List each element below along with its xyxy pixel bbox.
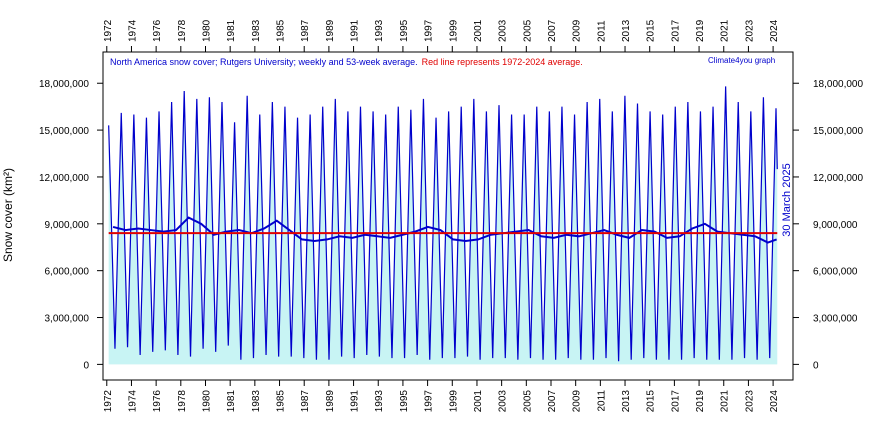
weekly-fill: [108, 86, 778, 365]
x-tick-label: 1983: [251, 390, 262, 413]
x-tick-label: 2005: [522, 390, 533, 413]
y-tick-label-right: 18,000,000: [813, 79, 863, 90]
x-tick-label: 2011: [596, 390, 607, 412]
x-tick-label: 2003: [498, 390, 509, 413]
x-tick-label: 1993: [374, 390, 385, 413]
x-tick-label-top: 2019: [695, 19, 706, 42]
x-tick-label-top: 1991: [350, 19, 361, 42]
chart-subtitle: Red line represents 1972-2024 average.: [422, 57, 583, 67]
average-line: [112, 216, 777, 244]
x-tick-label-top: 2021: [720, 19, 731, 42]
x-tick-label: 2013: [621, 390, 632, 413]
y-tick-label-right: 6,000,000: [813, 267, 858, 278]
y-tick-label: 3,000,000: [45, 314, 90, 325]
x-tick-label-top: 2009: [572, 19, 583, 42]
x-tick-label-top: 2011: [596, 20, 607, 42]
y-tick-label-right: 9,000,000: [813, 220, 858, 231]
chart-title: North America snow cover; Rutgers Univer…: [110, 57, 418, 67]
x-tick-label: 1987: [300, 390, 311, 413]
x-tick-label-top: 2005: [522, 19, 533, 42]
x-tick-label: 2017: [670, 390, 681, 413]
x-tick-label-top: 2015: [646, 19, 657, 42]
x-tick-label-top: 1987: [300, 19, 311, 42]
x-tick-label: 2009: [572, 390, 583, 413]
x-tick-label: 2024: [769, 390, 780, 413]
x-tick-label: 1980: [201, 390, 212, 413]
x-tick-label-top: 2007: [547, 19, 558, 42]
x-tick-label-top: 1999: [448, 19, 459, 42]
y-tick-label-right: 0: [813, 360, 819, 371]
x-tick-label-top: 1974: [127, 19, 138, 42]
y-tick-label: 9,000,000: [45, 220, 90, 231]
y-tick-label: 15,000,000: [39, 126, 89, 137]
x-tick-label: 1995: [399, 390, 410, 413]
y-tick-label: 0: [83, 360, 89, 371]
x-tick-label: 1981: [226, 390, 237, 413]
x-tick-label-top: 1976: [152, 19, 163, 42]
x-tick-label-top: 1981: [226, 19, 237, 42]
x-tick-label-top: 1980: [201, 19, 212, 42]
x-tick-label-top: 2017: [670, 19, 681, 42]
x-tick-label-top: 2003: [498, 19, 509, 42]
x-tick-label-top: 1972: [103, 19, 114, 42]
x-tick-label: 1976: [152, 390, 163, 413]
x-tick-label: 2001: [473, 390, 484, 413]
x-tick-label-top: 1993: [374, 19, 385, 42]
y-tick-label: 12,000,000: [39, 173, 89, 184]
x-tick-label: 1999: [448, 390, 459, 413]
x-tick-label: 2021: [720, 390, 731, 413]
x-tick-label: 1972: [103, 390, 114, 413]
y-tick-label: 6,000,000: [45, 267, 90, 278]
y-tick-label-right: 3,000,000: [813, 314, 858, 325]
x-tick-label: 1991: [350, 390, 361, 413]
x-tick-label-top: 2013: [621, 19, 632, 42]
x-tick-label-top: 1989: [325, 19, 336, 42]
x-tick-label-top: 1985: [276, 19, 287, 42]
date-annotation: 30 March 2025: [781, 163, 793, 236]
credit: Climate4you graph: [708, 56, 775, 65]
x-tick-label-top: 1978: [177, 19, 188, 42]
x-tick-label: 1974: [127, 390, 138, 413]
plot-frame: [102, 51, 794, 381]
x-tick-label: 2015: [646, 390, 657, 413]
x-tick-label: 2019: [695, 390, 706, 413]
x-tick-label-top: 1995: [399, 19, 410, 42]
x-tick-label-top: 1983: [251, 19, 262, 42]
y-tick-label: 18,000,000: [39, 79, 89, 90]
x-tick-label: 1978: [177, 390, 188, 413]
x-tick-label: 1985: [276, 390, 287, 413]
x-tick-label: 2007: [547, 390, 558, 413]
x-tick-label-top: 2023: [744, 19, 755, 42]
y-tick-label-right: 12,000,000: [813, 173, 863, 184]
y-tick-label-right: 15,000,000: [813, 126, 863, 137]
x-tick-label-top: 2001: [473, 19, 484, 42]
x-tick-label: 1989: [325, 390, 336, 413]
x-tick-label: 2023: [744, 390, 755, 413]
x-tick-label-top: 2024: [769, 19, 780, 42]
x-tick-label: 1997: [424, 390, 435, 413]
plot-area: [108, 86, 778, 365]
y-axis-title: Snow cover (km²): [1, 168, 15, 262]
x-tick-label-top: 1997: [424, 19, 435, 42]
